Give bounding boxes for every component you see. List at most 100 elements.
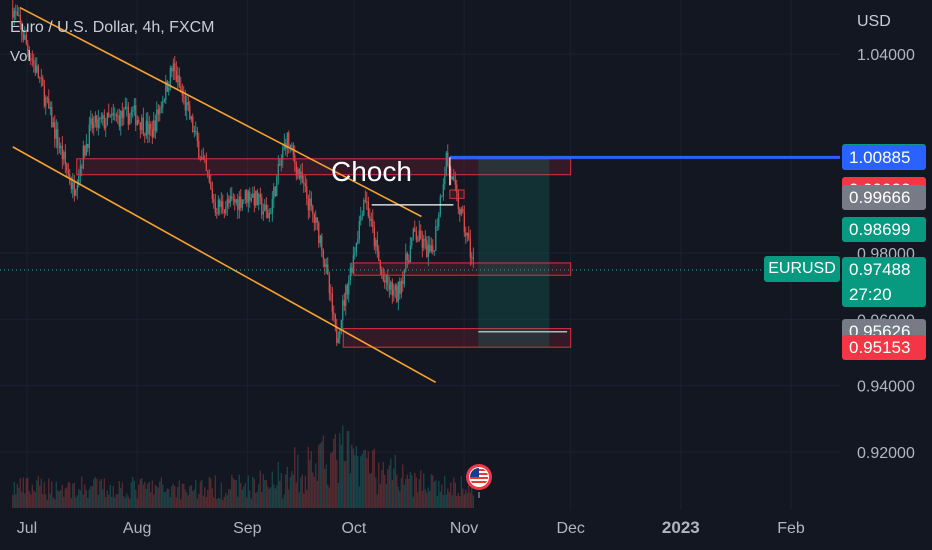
- volume-bar: [373, 448, 375, 508]
- candle-body: [81, 166, 83, 169]
- volume-bar: [469, 492, 471, 508]
- volume-bar: [63, 496, 65, 508]
- volume-bar: [252, 476, 254, 508]
- candle-body: [43, 85, 45, 107]
- volume-bar: [381, 469, 383, 508]
- candle-body: [21, 23, 23, 35]
- candle-body: [444, 174, 446, 185]
- volume-bar: [96, 478, 98, 508]
- volume-bar: [426, 492, 428, 508]
- candle-body: [381, 268, 383, 276]
- candle-body: [396, 285, 398, 302]
- candle-body: [421, 238, 423, 248]
- candle-body: [303, 182, 305, 184]
- volume-bar: [346, 431, 348, 508]
- volume-bar: [192, 491, 194, 508]
- candle-body: [196, 130, 198, 142]
- price-tag: 0.95153: [842, 334, 926, 360]
- candle-body: [450, 168, 452, 180]
- volume-bar: [142, 484, 144, 508]
- volume-bar: [283, 494, 285, 508]
- candle-body: [307, 198, 309, 211]
- candle-body: [333, 312, 335, 315]
- volume-bar: [100, 479, 102, 508]
- volume-bar: [99, 480, 101, 508]
- candle-body: [414, 228, 416, 232]
- candle-body: [438, 214, 440, 227]
- volume-bar: [462, 488, 464, 508]
- candle-body: [214, 202, 216, 213]
- candle-body: [433, 250, 435, 252]
- candle-body: [346, 285, 348, 295]
- volume-bar: [159, 481, 161, 508]
- time-axis: Jul Aug Sep Oct Nov Dec 2023 Feb: [17, 518, 805, 537]
- candle-body: [255, 190, 257, 206]
- volume-bar: [147, 483, 149, 508]
- gridlines: [0, 0, 840, 510]
- choch-annotation[interactable]: Choch: [331, 156, 412, 187]
- candle-body: [313, 213, 315, 223]
- candle-body: [198, 141, 200, 159]
- volume-bar: [169, 497, 171, 508]
- volume-bar: [130, 482, 132, 508]
- time-tick-label: 2023: [662, 518, 700, 537]
- candle-body: [216, 212, 218, 214]
- price-tick-label: 0.94000: [857, 379, 915, 396]
- candle-body: [240, 196, 242, 208]
- candle-body: [15, 10, 17, 12]
- candle-body: [235, 199, 237, 203]
- volume-bar: [345, 460, 347, 508]
- candle-body: [30, 58, 32, 60]
- volume-bar: [412, 496, 414, 508]
- volume-bar: [123, 496, 125, 508]
- volume-bar: [411, 475, 413, 508]
- candle-body: [39, 77, 41, 79]
- volume-bar: [454, 482, 456, 508]
- volume-bar: [267, 486, 269, 508]
- volume-bar: [258, 483, 260, 508]
- volume-bar: [247, 475, 249, 508]
- volume-bar: [445, 494, 447, 508]
- candle-body: [211, 188, 213, 200]
- volume-bar: [37, 476, 39, 508]
- volume-bar: [358, 486, 360, 508]
- candle-body: [348, 280, 350, 295]
- candle-body: [355, 243, 357, 253]
- volume-bar: [33, 490, 35, 508]
- volume-bar: [54, 499, 56, 508]
- volume-bar: [261, 491, 263, 508]
- candle-body: [310, 198, 312, 207]
- candle-body: [367, 201, 369, 217]
- candle-body: [108, 112, 110, 117]
- volume-bar: [48, 478, 50, 508]
- volume-bar: [210, 478, 212, 508]
- candle-body: [351, 267, 353, 273]
- candle-body: [319, 235, 321, 244]
- volume-bar: [90, 486, 92, 508]
- chart-title[interactable]: Euro / U.S. Dollar, 4h, FXCM: [10, 19, 215, 36]
- candle-body: [177, 75, 179, 83]
- volume-bar: [205, 496, 207, 508]
- candle-body: [54, 122, 56, 139]
- candle-body: [439, 196, 441, 215]
- candle-body: [136, 120, 138, 125]
- price-tag: 0.99666: [842, 185, 926, 211]
- candle-body: [220, 201, 222, 208]
- candle-body: [162, 101, 164, 108]
- candle-body: [295, 163, 297, 176]
- candle-body: [388, 284, 390, 290]
- volume-bar: [30, 494, 32, 508]
- volume-bar: [315, 463, 317, 508]
- volume-bar: [457, 492, 459, 508]
- volume-bar: [270, 487, 272, 508]
- volume-indicator-label[interactable]: Vol: [10, 48, 31, 65]
- candle-body: [324, 258, 326, 267]
- us-flag-icon[interactable]: [465, 462, 493, 498]
- candle-body: [466, 233, 468, 236]
- candle-body: [157, 109, 159, 115]
- supply-demand-zone: [76, 158, 572, 176]
- candle-body: [298, 169, 300, 179]
- candle-body: [306, 186, 308, 199]
- candle-body: [258, 194, 260, 206]
